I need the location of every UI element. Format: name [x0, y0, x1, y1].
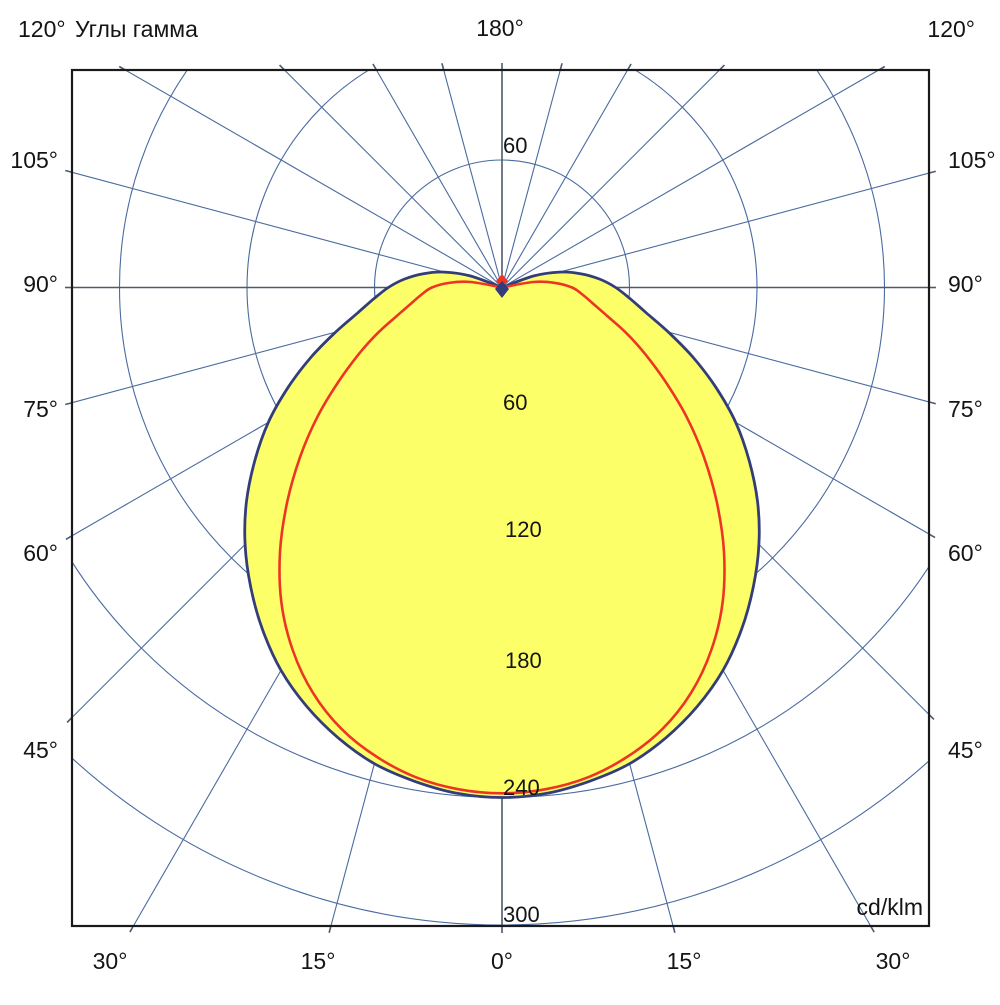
- pole-dark-mark: [495, 281, 509, 298]
- radial-tick-300: 300: [503, 902, 540, 927]
- gamma-corner-label-right: 120°: [927, 16, 975, 42]
- gamma-label-right-105: 105°: [948, 147, 996, 173]
- red-intensity-curve: [278, 280, 726, 795]
- radial-tick-180: 180: [505, 648, 542, 673]
- gamma-label-left-105: 105°: [10, 147, 58, 173]
- plot-frame: [70, 68, 931, 928]
- gamma-label-left-90: 90°: [23, 271, 58, 297]
- gamma-label-bottom-15r: 15°: [667, 948, 702, 974]
- gamma-top-label: 180°: [476, 15, 524, 41]
- gamma-corner-label-left: 120°: [18, 16, 66, 42]
- gamma-label-right-90: 90°: [948, 271, 983, 297]
- gamma-label-bottom-15l: 15°: [301, 948, 336, 974]
- gamma-label-right-60: 60°: [948, 540, 983, 566]
- diagram-title: Углы гамма: [75, 16, 198, 42]
- radial-tick-120: 120: [505, 517, 542, 542]
- gamma-label-right-45: 45°: [948, 737, 983, 763]
- gamma-label-bottom-0: 0°: [491, 948, 513, 974]
- radial-tick-240: 240: [503, 775, 540, 800]
- unit-label: cd/klm: [857, 894, 923, 920]
- gamma-label-bottom-30l: 30°: [93, 948, 128, 974]
- gamma-label-left-60: 60°: [23, 540, 58, 566]
- pole-red-mark: [496, 274, 508, 287]
- gamma-label-bottom-30r: 30°: [876, 948, 911, 974]
- gamma-label-right-75: 75°: [948, 396, 983, 422]
- gamma-label-left-75: 75°: [23, 396, 58, 422]
- radial-tick-60-top: 60: [503, 133, 527, 158]
- radial-tick-60-bottom: 60: [503, 390, 527, 415]
- intensity-curves: [243, 270, 761, 799]
- gamma-label-left-45: 45°: [23, 737, 58, 763]
- main-intensity-curve: [243, 270, 761, 799]
